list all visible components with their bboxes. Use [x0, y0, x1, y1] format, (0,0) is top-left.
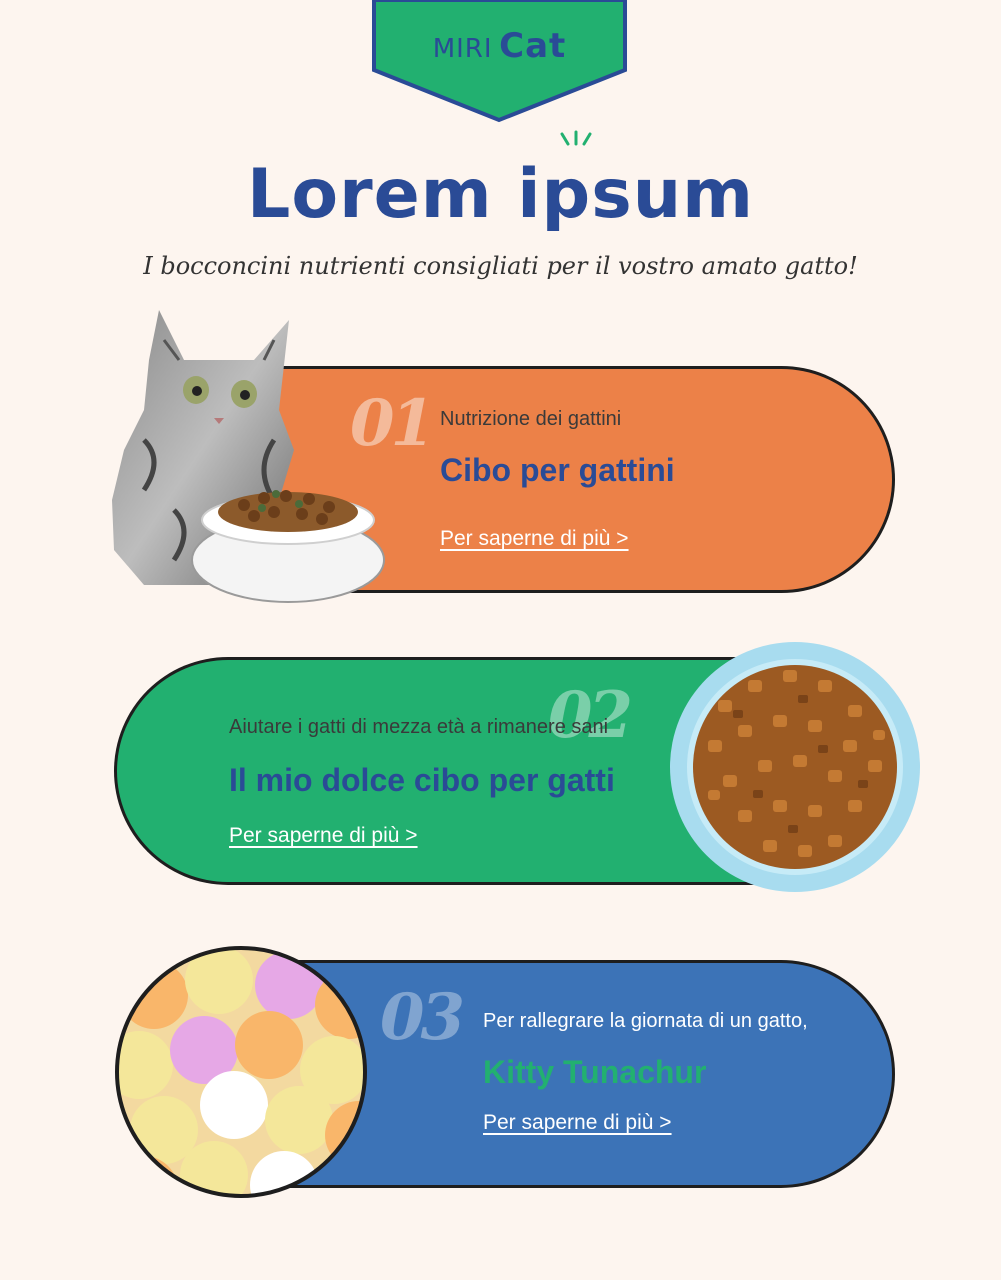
logo-cat: Cat — [499, 26, 567, 66]
brand-logo: MIRI Cat — [371, 26, 628, 66]
sparkle-icon — [560, 130, 592, 146]
card-title: Cibo per gattini — [440, 452, 675, 488]
kitten-photo — [112, 310, 385, 603]
card-number: 01 — [350, 386, 435, 461]
page-title: Lorem ipsum — [247, 155, 754, 234]
card-number: 02 — [548, 678, 633, 753]
card-title: Il mio dolce cibo per gatti — [229, 762, 615, 798]
logo-banner[interactable]: MIRI Cat — [371, 0, 628, 124]
food-bowl-photo — [670, 642, 920, 892]
card-eyebrow: Per rallegrare la giornata di un gatto, — [483, 1010, 808, 1032]
page-subtitle: I bocconcini nutrienti consigliati per i… — [143, 252, 858, 280]
candy-hearts-photo — [115, 946, 367, 1198]
logo-miri: MIRI — [432, 34, 493, 64]
card-number: 03 — [380, 980, 465, 1055]
banner-shape — [372, 0, 627, 123]
learn-more-link[interactable]: Per saperne di più > — [440, 527, 629, 550]
learn-more-link[interactable]: Per saperne di più > — [483, 1111, 672, 1134]
card-eyebrow: Nutrizione dei gattini — [440, 408, 622, 430]
learn-more-link[interactable]: Per saperne di più > — [229, 824, 418, 847]
card-title: Kitty Tunachur — [483, 1054, 707, 1090]
card-eyebrow: Aiutare i gatti di mezza età a rimanere … — [229, 716, 609, 738]
